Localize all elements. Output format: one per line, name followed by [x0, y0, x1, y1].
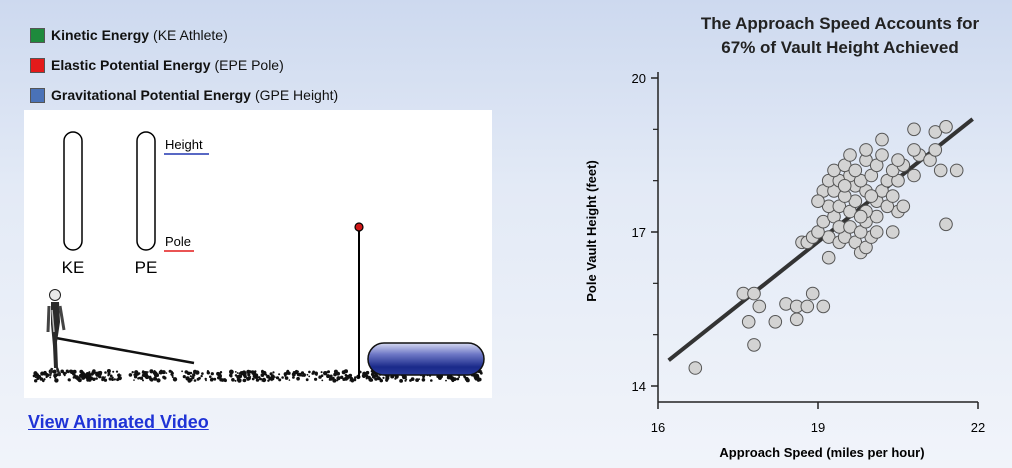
- data-point: [896, 199, 911, 214]
- data-point: [805, 286, 820, 301]
- data-point: [747, 286, 761, 301]
- gravitational-swatch: [30, 87, 45, 103]
- legend-elastic-label: Elastic Potential Energy: [51, 57, 211, 73]
- data-point: [859, 143, 873, 157]
- data-point: [939, 217, 953, 232]
- data-points: [688, 120, 964, 375]
- data-point: [752, 299, 767, 314]
- data-point: [891, 153, 905, 167]
- data-point: [933, 163, 948, 178]
- scatter-chart: The Approach Speed Accounts for 67% of V…: [570, 0, 1012, 468]
- data-point: [843, 148, 857, 162]
- crossbar-marker: [354, 222, 364, 232]
- data-point: [816, 299, 831, 314]
- kinetic-swatch: [30, 27, 45, 43]
- data-point: [789, 312, 804, 327]
- legend-item-elastic: Elastic Potential Energy (EPE Pole): [30, 50, 338, 80]
- view-animated-video-link[interactable]: View Animated Video: [28, 412, 209, 432]
- data-point: [800, 299, 815, 314]
- ke-energy-bar: [63, 131, 83, 251]
- y-tick-label: 17: [632, 225, 646, 240]
- x-axis-label: Approach Speed (miles per hour): [719, 445, 924, 460]
- data-point: [747, 338, 761, 352]
- data-point: [821, 250, 836, 265]
- data-point: [875, 148, 889, 162]
- chart-canvas: 14 17 20 16 19 22 Pole Vault Height (feet) Ap…: [584, 71, 986, 460]
- animation-canvas: KE PE Height Pole: [32, 131, 485, 383]
- data-point: [939, 120, 953, 134]
- pole-label: Pole: [165, 234, 191, 249]
- legend-gravitational-note: (GPE Height): [254, 87, 339, 103]
- data-point: [907, 143, 921, 157]
- data-point: [885, 225, 900, 239]
- data-point: [885, 189, 900, 203]
- x-tick-label: 19: [811, 420, 825, 435]
- legend-item-kinetic: Kinetic Energy (KE Athlete): [30, 20, 338, 50]
- ke-bar-label: KE: [62, 258, 85, 277]
- elastic-swatch: [30, 57, 45, 73]
- data-point: [853, 209, 868, 224]
- height-label: Height: [165, 137, 203, 152]
- data-point: [907, 122, 921, 137]
- legend-elastic-note: (EPE Pole): [214, 57, 284, 73]
- x-tick-label: 22: [971, 420, 985, 435]
- energy-legend: Kinetic Energy (KE Athlete) Elastic Pote…: [30, 20, 338, 110]
- legend-item-gravitational: Gravitational Potential Energy (GPE Heig…: [30, 80, 338, 110]
- data-point: [907, 168, 921, 183]
- x-tick-label: 16: [651, 420, 665, 435]
- y-axis-label: Pole Vault Height (feet): [584, 160, 599, 302]
- data-point: [741, 315, 756, 329]
- data-point: [869, 225, 884, 239]
- chart-title: The Approach Speed Accounts for 67% of V…: [680, 12, 1000, 60]
- legend-kinetic-note: (KE Athlete): [153, 27, 228, 43]
- data-point: [864, 189, 879, 203]
- data-point: [811, 194, 825, 208]
- chart-title-line-2: 67% of Vault Height Achieved: [721, 38, 959, 57]
- data-point: [688, 361, 703, 375]
- data-point: [837, 179, 852, 193]
- data-point: [928, 143, 943, 157]
- chart-title-line-1: The Approach Speed Accounts for: [700, 14, 980, 33]
- athlete-figure: [46, 289, 195, 377]
- y-tick-label: 14: [632, 379, 646, 394]
- vaulting-pole: [55, 336, 195, 365]
- chart-axes: 14 17 20 16 19 22: [632, 71, 986, 435]
- pe-energy-bar: [136, 131, 156, 251]
- pe-bar-label: PE: [135, 258, 158, 277]
- data-point: [848, 163, 863, 178]
- data-point: [875, 132, 889, 147]
- data-point: [768, 315, 783, 329]
- data-point: [949, 163, 964, 178]
- animation-panel: KE PE Height Pole: [24, 110, 492, 398]
- landing-mat: [367, 342, 485, 376]
- legend-gravitational-label: Gravitational Potential Energy: [51, 87, 251, 103]
- y-tick-label: 20: [632, 71, 646, 86]
- legend-kinetic-label: Kinetic Energy: [51, 27, 150, 43]
